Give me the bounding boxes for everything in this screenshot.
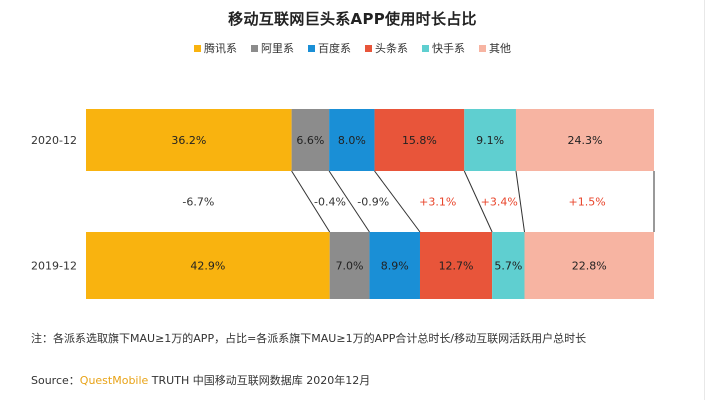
- source-suffix: TRUTH 中国移动互联网数据库 2020年12月: [148, 374, 371, 387]
- change-label-baidu: -0.9%: [357, 196, 389, 209]
- legend-swatch-baidu: [308, 44, 315, 52]
- data-label-alibaba-2019-12: 7.0%: [336, 260, 364, 273]
- source-prefix: Source：: [31, 374, 80, 387]
- legend-item-kuaishou: 快手系: [422, 40, 465, 56]
- bar-others-2020-12: [515, 109, 654, 171]
- bar-others-2019-12: [524, 232, 654, 299]
- data-label-tencent-2019-12: 42.9%: [190, 260, 225, 273]
- legend-item-alibaba: 阿里系: [251, 40, 294, 56]
- connector-line-2: [328, 170, 370, 233]
- bar-alibaba-2019-12: [329, 232, 370, 299]
- bar-baidu-2019-12: [369, 232, 420, 299]
- category-label-2019-12: 2019-12: [31, 260, 77, 273]
- legend-swatch-others: [479, 44, 486, 52]
- legend-swatch-tencent: [194, 44, 201, 52]
- connector-line-1: [291, 170, 331, 233]
- data-label-baidu-2019-12: 8.9%: [381, 260, 409, 273]
- right-border-line: [704, 0, 705, 400]
- bar-tencent-2019-12: [86, 232, 330, 299]
- change-label-others: +1.5%: [569, 196, 606, 209]
- connector-line-5: [515, 170, 525, 233]
- source-brand: QuestMobile: [79, 374, 149, 387]
- legend-swatch-bytedance: [365, 44, 372, 52]
- change-label-tencent: -6.7%: [182, 196, 214, 209]
- data-label-kuaishou-2020-12: 9.1%: [476, 134, 504, 147]
- chart-legend: 腾讯系 阿里系 百度系 头条系 快手系 其他: [0, 40, 705, 56]
- data-label-others-2020-12: 24.3%: [568, 134, 603, 147]
- bar-kuaishou-2020-12: [464, 109, 516, 171]
- change-label-kuaishou: +3.4%: [481, 196, 518, 209]
- connector-line-3: [374, 170, 421, 233]
- data-label-tencent-2020-12: 36.2%: [171, 134, 206, 147]
- bar-alibaba-2020-12: [291, 109, 330, 171]
- legend-label-baidu: 百度系: [318, 42, 351, 55]
- legend-swatch-alibaba: [251, 44, 258, 52]
- bar-kuaishou-2019-12: [492, 232, 525, 299]
- data-label-others-2019-12: 22.8%: [572, 260, 607, 273]
- legend-label-alibaba: 阿里系: [261, 42, 294, 55]
- chart-title: 移动互联网巨头系APP使用时长占比: [228, 10, 477, 28]
- legend-item-baidu: 百度系: [308, 40, 351, 56]
- legend-item-tencent: 腾讯系: [194, 40, 237, 56]
- legend-item-others: 其他: [479, 40, 511, 56]
- legend-label-tencent: 腾讯系: [204, 42, 237, 55]
- legend-label-kuaishou: 快手系: [432, 42, 465, 55]
- footnote: 注：各派系选取旗下MAU≥1万的APP，占比=各派系旗下MAU≥1万的APP合计…: [31, 332, 587, 345]
- legend-item-bytedance: 头条系: [365, 40, 408, 56]
- data-label-baidu-2020-12: 8.0%: [338, 134, 366, 147]
- data-label-kuaishou-2019-12: 5.7%: [494, 260, 522, 273]
- bar-bytedance-2020-12: [374, 109, 465, 171]
- data-label-bytedance-2020-12: 15.8%: [402, 134, 437, 147]
- legend-label-bytedance: 头条系: [375, 42, 408, 55]
- change-label-bytedance: +3.1%: [419, 196, 456, 209]
- source-line: Source：QuestMobile TRUTH 中国移动互联网数据库 2020…: [31, 372, 370, 388]
- data-label-bytedance-2019-12: 12.7%: [439, 260, 474, 273]
- category-label-2020-12: 2020-12: [31, 134, 77, 147]
- bar-baidu-2020-12: [329, 109, 375, 171]
- data-label-alibaba-2020-12: 6.6%: [296, 134, 324, 147]
- bar-bytedance-2019-12: [419, 232, 493, 299]
- legend-swatch-kuaishou: [422, 44, 429, 52]
- change-label-alibaba: -0.4%: [314, 196, 346, 209]
- legend-label-others: 其他: [489, 42, 511, 55]
- connector-line-4: [463, 170, 493, 233]
- bar-tencent-2020-12: [86, 109, 292, 171]
